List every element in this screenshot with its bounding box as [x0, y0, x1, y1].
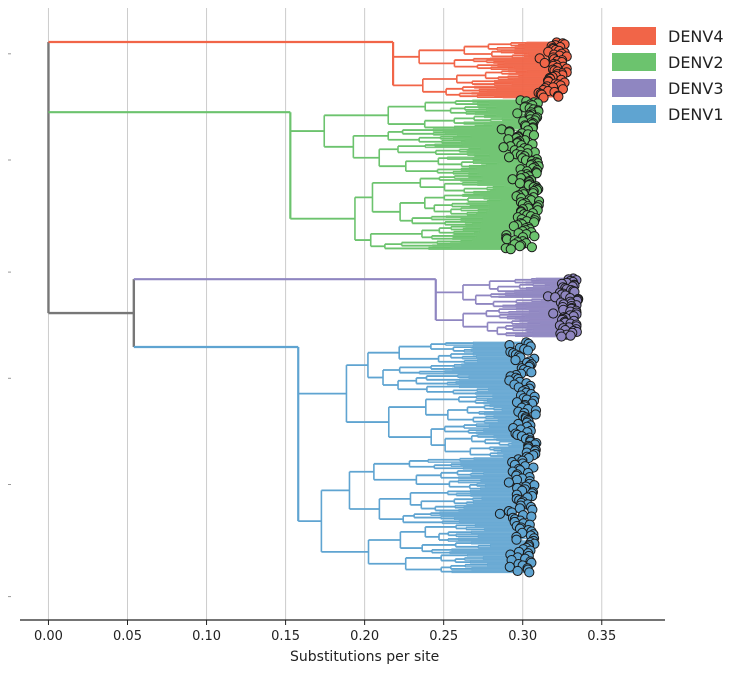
tip-denv4 — [539, 57, 550, 69]
tip-denv2 — [505, 244, 516, 255]
legend-swatch-denv3 — [612, 79, 656, 97]
tip-denv2 — [508, 221, 519, 232]
tip-denv1 — [512, 565, 523, 577]
tip-denv2 — [514, 241, 525, 252]
legend-swatch-denv1 — [612, 105, 656, 123]
tip-denv1 — [511, 534, 522, 545]
x-tick-label: 0.30 — [508, 629, 537, 644]
tip-denv3 — [556, 331, 567, 342]
tip-denv4 — [553, 91, 564, 102]
x-tick-label: 0.10 — [192, 629, 221, 644]
tip-denv2 — [503, 152, 515, 163]
legend-label-denv2: DENV2 — [668, 53, 724, 72]
tip-denv1 — [526, 367, 537, 378]
tip-denv1 — [522, 345, 534, 356]
x-axis: 0.00 0.05 0.10 0.15 0.20 0.25 0.30 0.35 — [20, 619, 665, 644]
legend-swatch-denv2 — [612, 53, 656, 71]
tip-denv2 — [528, 130, 540, 141]
tip-denv2 — [514, 178, 526, 189]
tip-denv1 — [530, 409, 541, 420]
x-tick-label: 0.15 — [271, 629, 300, 644]
legend-label-denv3: DENV3 — [668, 79, 724, 98]
tip-denv2 — [529, 231, 540, 242]
x-axis-title: Substitutions per site — [290, 649, 439, 665]
tip-denv1 — [524, 567, 535, 578]
tip-denv1 — [504, 561, 515, 572]
tip-denv2 — [526, 242, 538, 253]
x-tick-label: 0.35 — [587, 629, 616, 644]
x-tick-label: 0.05 — [113, 629, 142, 644]
tip-denv2 — [498, 142, 509, 153]
x-tick-label: 0.20 — [350, 629, 379, 644]
tip-denv2 — [512, 108, 523, 119]
tip-denv1 — [510, 354, 521, 366]
x-tick-label: 0.25 — [429, 629, 458, 644]
legend-swatch-denv4 — [612, 27, 656, 45]
tree-tips — [494, 37, 584, 578]
tip-denv1 — [526, 511, 537, 522]
x-tick-label: 0.00 — [34, 629, 63, 644]
tip-denv1 — [503, 477, 514, 488]
legend-label-denv1: DENV1 — [668, 105, 724, 124]
tip-denv3 — [565, 330, 576, 341]
tip-denv1 — [494, 508, 506, 519]
legend-label-denv4: DENV4 — [668, 27, 724, 46]
legend: DENV4 DENV2 DENV3 DENV1 — [612, 27, 724, 124]
y-axis-ticks — [8, 53, 11, 598]
tip-denv3 — [548, 308, 559, 319]
